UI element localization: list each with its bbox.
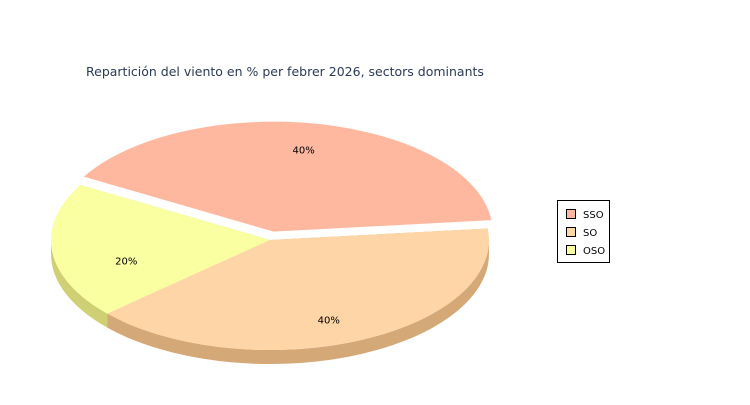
legend-swatch-oso (566, 245, 576, 255)
legend-swatch-so (566, 227, 576, 237)
slice-sso (83, 121, 492, 232)
legend-label-so: SO (583, 228, 597, 239)
data-label-bg-oso (116, 254, 137, 267)
data-label-oso: 20% (115, 257, 137, 268)
chart-title: Repartición del viento en % per febrer 2… (86, 64, 484, 79)
slice-oso (50, 185, 271, 314)
slice-so (107, 228, 489, 350)
legend-label-sso: SSO (583, 210, 604, 221)
data-label-sso: 40% (292, 146, 314, 157)
pie-labels: 40% 40% 20% (115, 143, 340, 326)
slice-side-so (107, 240, 489, 364)
data-label-so: 40% (318, 315, 340, 326)
data-label-bg-sso (293, 143, 314, 156)
legend: SSO SO OSO (557, 200, 610, 263)
data-label-bg-so (318, 313, 339, 326)
legend-label-oso: OSO (583, 246, 605, 257)
legend-swatch-sso (566, 209, 576, 219)
slice-side-oso (51, 240, 108, 328)
pie-tops (50, 121, 492, 350)
